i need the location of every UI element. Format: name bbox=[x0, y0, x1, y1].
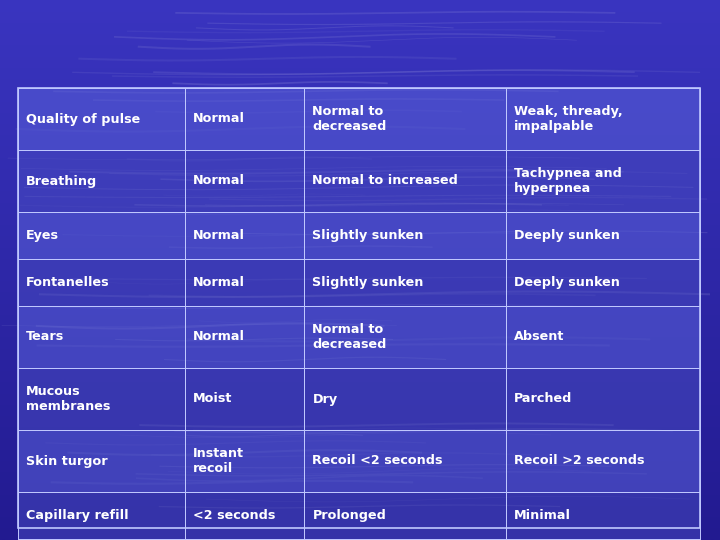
FancyBboxPatch shape bbox=[305, 492, 505, 539]
Text: Normal: Normal bbox=[193, 276, 245, 289]
FancyBboxPatch shape bbox=[18, 539, 185, 540]
FancyBboxPatch shape bbox=[185, 259, 305, 306]
FancyBboxPatch shape bbox=[505, 259, 700, 306]
Text: Parched: Parched bbox=[513, 393, 572, 406]
FancyBboxPatch shape bbox=[18, 306, 185, 368]
Text: Recoil >2 seconds: Recoil >2 seconds bbox=[513, 455, 644, 468]
FancyBboxPatch shape bbox=[18, 430, 185, 492]
Text: Deeply sunken: Deeply sunken bbox=[513, 229, 619, 242]
Text: Tears: Tears bbox=[26, 330, 64, 343]
Text: Normal to
decreased: Normal to decreased bbox=[312, 323, 387, 351]
FancyBboxPatch shape bbox=[185, 368, 305, 430]
Text: Normal: Normal bbox=[193, 174, 245, 187]
FancyBboxPatch shape bbox=[18, 150, 185, 212]
FancyBboxPatch shape bbox=[185, 492, 305, 539]
FancyBboxPatch shape bbox=[305, 306, 505, 368]
Text: Absent: Absent bbox=[513, 330, 564, 343]
Text: Normal to
decreased: Normal to decreased bbox=[312, 105, 387, 133]
FancyBboxPatch shape bbox=[505, 88, 700, 150]
FancyBboxPatch shape bbox=[305, 150, 505, 212]
FancyBboxPatch shape bbox=[185, 212, 305, 259]
Text: Moist: Moist bbox=[193, 393, 233, 406]
Text: Normal: Normal bbox=[193, 229, 245, 242]
FancyBboxPatch shape bbox=[18, 492, 185, 539]
Text: Minimal: Minimal bbox=[513, 509, 571, 522]
Text: Eyes: Eyes bbox=[26, 229, 59, 242]
FancyBboxPatch shape bbox=[185, 430, 305, 492]
FancyBboxPatch shape bbox=[185, 306, 305, 368]
Text: Normal: Normal bbox=[193, 112, 245, 125]
FancyBboxPatch shape bbox=[185, 88, 305, 150]
Text: Instant
recoil: Instant recoil bbox=[193, 447, 244, 475]
Text: Mucous
membranes: Mucous membranes bbox=[26, 384, 110, 413]
FancyBboxPatch shape bbox=[305, 430, 505, 492]
FancyBboxPatch shape bbox=[305, 259, 505, 306]
FancyBboxPatch shape bbox=[305, 368, 505, 430]
FancyBboxPatch shape bbox=[505, 306, 700, 368]
FancyBboxPatch shape bbox=[305, 212, 505, 259]
FancyBboxPatch shape bbox=[505, 150, 700, 212]
FancyBboxPatch shape bbox=[18, 212, 185, 259]
FancyBboxPatch shape bbox=[185, 539, 305, 540]
Text: Fontanelles: Fontanelles bbox=[26, 276, 109, 289]
FancyBboxPatch shape bbox=[305, 539, 505, 540]
FancyBboxPatch shape bbox=[185, 150, 305, 212]
Text: Slightly sunken: Slightly sunken bbox=[312, 276, 424, 289]
FancyBboxPatch shape bbox=[305, 88, 505, 150]
Text: Deeply sunken: Deeply sunken bbox=[513, 276, 619, 289]
Text: Skin turgor: Skin turgor bbox=[26, 455, 107, 468]
Text: Slightly sunken: Slightly sunken bbox=[312, 229, 424, 242]
Text: Prolonged: Prolonged bbox=[312, 509, 387, 522]
Text: Normal to increased: Normal to increased bbox=[312, 174, 459, 187]
Text: Breathing: Breathing bbox=[26, 174, 97, 187]
FancyBboxPatch shape bbox=[505, 368, 700, 430]
FancyBboxPatch shape bbox=[18, 368, 185, 430]
Text: Quality of pulse: Quality of pulse bbox=[26, 112, 140, 125]
Text: Normal: Normal bbox=[193, 330, 245, 343]
Text: Tachypnea and
hyperpnea: Tachypnea and hyperpnea bbox=[513, 167, 621, 195]
Text: Recoil <2 seconds: Recoil <2 seconds bbox=[312, 455, 443, 468]
FancyBboxPatch shape bbox=[505, 539, 700, 540]
Text: <2 seconds: <2 seconds bbox=[193, 509, 276, 522]
FancyBboxPatch shape bbox=[505, 492, 700, 539]
FancyBboxPatch shape bbox=[18, 259, 185, 306]
FancyBboxPatch shape bbox=[505, 212, 700, 259]
FancyBboxPatch shape bbox=[18, 88, 185, 150]
FancyBboxPatch shape bbox=[505, 430, 700, 492]
Text: Dry: Dry bbox=[312, 393, 338, 406]
Text: Capillary refill: Capillary refill bbox=[26, 509, 129, 522]
Text: Weak, thready,
impalpable: Weak, thready, impalpable bbox=[513, 105, 622, 133]
